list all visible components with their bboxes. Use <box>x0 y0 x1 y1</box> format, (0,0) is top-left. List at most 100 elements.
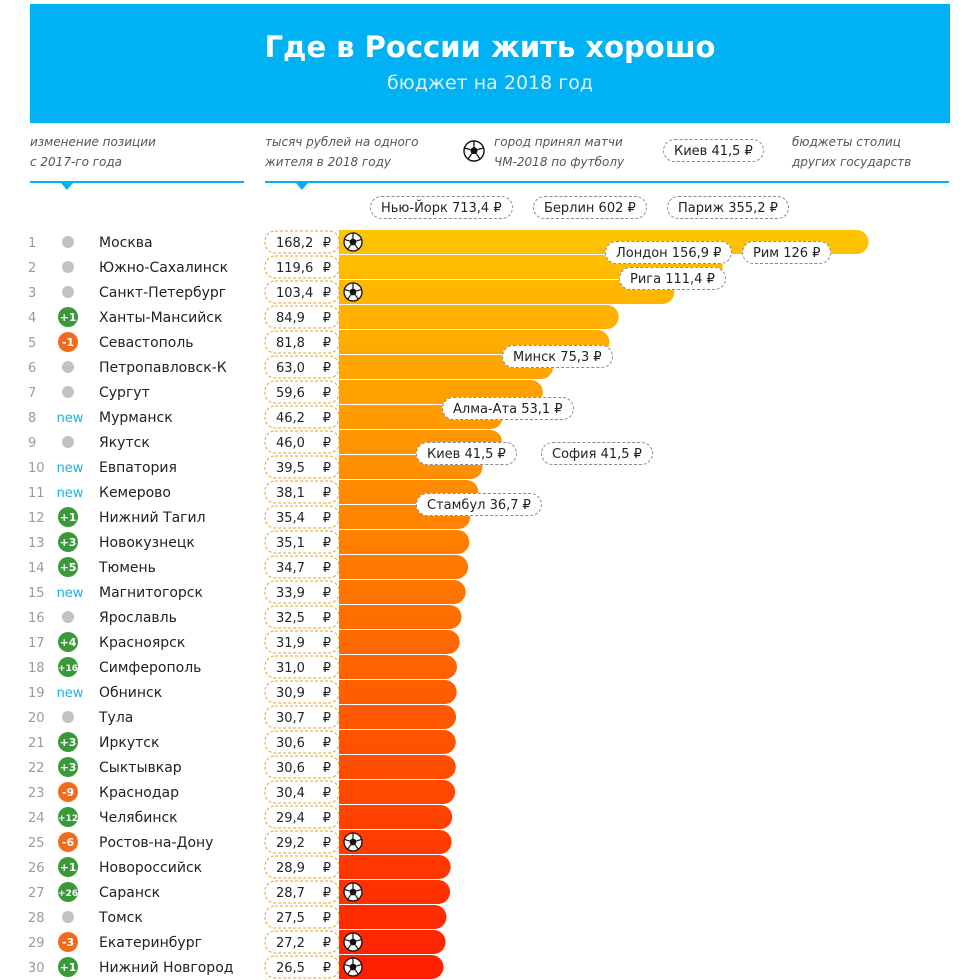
rank-change-badge <box>58 657 78 677</box>
city-label: Ханты-Мансийск <box>99 310 222 326</box>
page-title: Где в России жить хорошо <box>264 30 716 64</box>
city-label: Томск <box>98 910 143 926</box>
soccer-ball-icon <box>343 232 363 252</box>
value-box <box>264 455 340 479</box>
value-label: 33,9 <box>276 586 305 601</box>
rank-change-label: +16 <box>58 664 78 674</box>
rank-label: 15 <box>28 586 45 601</box>
legend-capitals: бюджеты столиц других государств <box>792 135 912 169</box>
city-label: Тюмень <box>98 560 156 576</box>
rank-label: 22 <box>28 761 45 776</box>
rank-change-label: -3 <box>62 936 74 949</box>
value-label: 59,6 <box>276 386 305 401</box>
rank-label: 3 <box>28 286 36 301</box>
value-label: 35,1 <box>276 536 305 551</box>
bar <box>339 830 452 854</box>
value-box <box>264 380 340 404</box>
rank-change-badge <box>58 307 78 327</box>
rank-change-new: new <box>57 586 84 601</box>
legend-rule-left <box>30 181 244 183</box>
rank-label: 27 <box>28 886 45 901</box>
value-label: 46,0 <box>276 436 305 451</box>
city-label: Новороссийск <box>99 860 202 876</box>
rank-label: 18 <box>28 661 45 676</box>
rank-unchanged-dot <box>62 361 74 373</box>
soccer-ball-icon <box>343 282 363 302</box>
city-label: Екатеринбург <box>99 935 202 951</box>
value-label: 29,2 <box>276 836 305 851</box>
bar <box>339 355 553 379</box>
value-box <box>264 880 340 904</box>
rank-unchanged-dot <box>62 611 74 623</box>
soccer-ball-icon <box>463 140 485 162</box>
city-label: Севастополь <box>99 335 194 351</box>
currency-label: ₽ <box>323 561 331 576</box>
value-box <box>264 705 340 729</box>
value-label: 119,6 <box>276 261 313 276</box>
value-label: 31,0 <box>276 661 305 676</box>
rank-change-label: +3 <box>60 536 77 549</box>
value-label: 103,4 <box>276 286 313 301</box>
bar <box>339 930 446 954</box>
rank-label: 5 <box>28 336 36 351</box>
rank-label: 9 <box>28 436 36 451</box>
rank-change-badge <box>58 632 78 652</box>
city-label: Евпатория <box>99 460 177 476</box>
currency-label: ₽ <box>323 736 331 751</box>
bar <box>339 730 456 754</box>
rank-change-label: +1 <box>60 311 77 324</box>
rank-label: 11 <box>28 486 45 501</box>
rank-change-label: +5 <box>60 561 77 574</box>
city-label: Петропавловск-К <box>99 360 227 376</box>
bar <box>339 755 456 779</box>
capital-pill: Стамбул 36,7 ₽ <box>416 493 542 516</box>
value-box <box>264 280 340 304</box>
capital-pill: Рим 126 ₽ <box>742 241 832 264</box>
city-label: Новокузнецк <box>99 535 195 551</box>
currency-label: ₽ <box>323 336 331 351</box>
capital-pill: Киев 41,5 ₽ <box>416 442 517 465</box>
city-label: Сыктывкар <box>99 760 182 776</box>
soccer-ball-icon <box>343 957 363 977</box>
city-label: Южно-Сахалинск <box>99 260 228 276</box>
rank-label: 4 <box>28 311 36 326</box>
rank-change-badge <box>58 807 78 827</box>
rank-change-label: -6 <box>62 836 75 849</box>
value-label: 30,6 <box>276 761 305 776</box>
rank-label: 21 <box>28 736 45 751</box>
currency-label: ₽ <box>323 461 331 476</box>
value-box <box>264 680 340 704</box>
rank-label: 19 <box>28 686 45 701</box>
value-label: 34,7 <box>276 561 305 576</box>
soccer-ball-icon <box>343 832 363 852</box>
bar <box>339 705 457 729</box>
value-label: 46,2 <box>276 411 305 426</box>
value-box <box>264 505 340 529</box>
rank-label: 7 <box>28 386 36 401</box>
capital-pill: Рига 111,4 ₽ <box>619 267 726 290</box>
value-box <box>264 580 340 604</box>
value-label: 63,0 <box>276 361 305 376</box>
rank-change-badge <box>58 857 78 877</box>
rank-change-label: +1 <box>60 511 77 524</box>
value-box <box>264 905 340 929</box>
bar <box>339 880 451 904</box>
rank-change-badge <box>58 732 78 752</box>
rank-unchanged-dot <box>62 911 74 923</box>
capital-pill: София 41,5 ₽ <box>541 442 653 465</box>
rank-change-label: -9 <box>62 786 74 799</box>
currency-label: ₽ <box>323 761 331 776</box>
rank-label: 24 <box>28 811 45 826</box>
rank-change-badge <box>58 557 78 577</box>
rank-label: 12 <box>28 511 45 526</box>
rank-change-new: new <box>57 686 84 701</box>
currency-label: ₽ <box>323 311 331 326</box>
rank-change-label: +4 <box>60 636 77 649</box>
city-label: Нижний Тагил <box>99 510 206 526</box>
rank-label: 20 <box>28 711 45 726</box>
value-label: 26,5 <box>276 961 305 976</box>
value-label: 28,9 <box>276 861 305 876</box>
value-label: 30,6 <box>276 736 305 751</box>
currency-label: ₽ <box>323 386 331 401</box>
soccer-ball-icon <box>343 932 363 952</box>
